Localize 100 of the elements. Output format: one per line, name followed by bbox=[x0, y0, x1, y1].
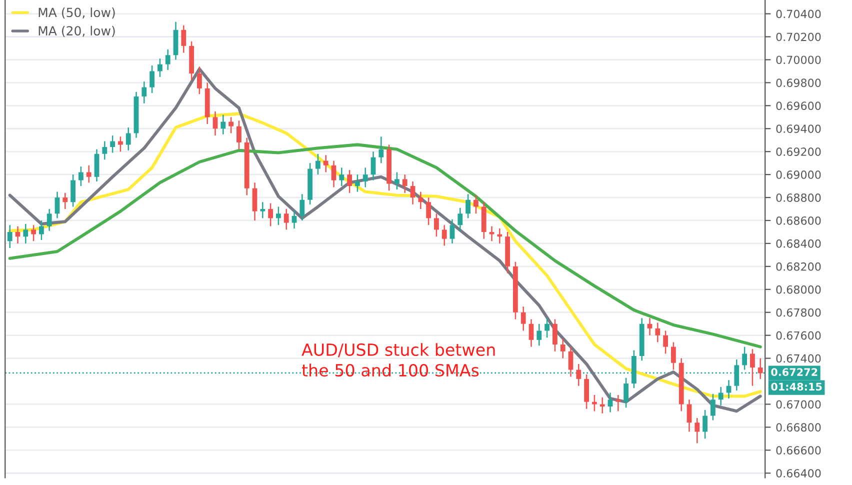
candlestick bbox=[734, 358, 740, 392]
candlestick bbox=[694, 417, 700, 444]
candlestick bbox=[710, 393, 716, 421]
candlestick bbox=[252, 182, 258, 222]
candlestick bbox=[528, 318, 534, 348]
candlestick bbox=[78, 166, 84, 187]
candlestick bbox=[402, 174, 408, 194]
candlestick bbox=[568, 346, 574, 378]
candlestick bbox=[458, 207, 463, 232]
y-tick-label: 0.67400 bbox=[776, 354, 821, 363]
candlestick bbox=[23, 223, 28, 244]
legend-label: MA (50, low) bbox=[38, 8, 115, 19]
candlestick bbox=[212, 110, 218, 136]
candlestick bbox=[126, 126, 131, 152]
annotation: AUD/USD stuck betwen the 50 and 100 SMAs bbox=[302, 343, 495, 377]
candlestick bbox=[655, 322, 660, 343]
candlestick bbox=[608, 392, 613, 413]
y-tick-label: 0.67000 bbox=[776, 400, 821, 409]
y-tick-label: 0.70400 bbox=[776, 10, 821, 18]
candlestick bbox=[102, 140, 108, 160]
y-tick-label: 0.66800 bbox=[776, 423, 821, 432]
candlestick bbox=[86, 164, 92, 184]
candlestick bbox=[394, 172, 400, 190]
y-tick-label: 0.69000 bbox=[776, 170, 821, 179]
legend-label: MA (20, low) bbox=[38, 26, 115, 37]
candlestick bbox=[15, 226, 20, 244]
candlestick bbox=[284, 208, 289, 230]
candlestick bbox=[624, 377, 629, 408]
candlestick bbox=[339, 167, 344, 187]
y-tick-label: 0.68800 bbox=[776, 193, 821, 202]
candlestick bbox=[378, 136, 384, 164]
candlestick bbox=[584, 374, 590, 410]
candlestick bbox=[165, 48, 170, 71]
candlestick bbox=[46, 208, 52, 232]
y-tick-label: 0.68000 bbox=[776, 285, 821, 294]
candlestick bbox=[576, 363, 582, 386]
candlestick bbox=[181, 24, 186, 54]
candlestick bbox=[236, 120, 242, 150]
candlestick bbox=[62, 192, 68, 210]
candlestick bbox=[7, 224, 12, 249]
y-tick-label: 0.69800 bbox=[776, 78, 821, 88]
candlestick bbox=[142, 80, 147, 104]
candlestick bbox=[260, 201, 266, 219]
candlestick bbox=[466, 193, 471, 219]
candlestick bbox=[489, 226, 494, 242]
candlestick bbox=[536, 323, 542, 346]
candlestick bbox=[94, 148, 100, 182]
candlestick bbox=[671, 342, 676, 370]
candlestick bbox=[520, 306, 526, 332]
candlestick bbox=[742, 346, 748, 370]
candlestick bbox=[474, 194, 478, 214]
candlestick bbox=[702, 409, 708, 440]
candlestick bbox=[268, 202, 273, 227]
candlestick bbox=[426, 196, 432, 226]
candlestick bbox=[370, 150, 376, 181]
candlestick bbox=[158, 58, 162, 78]
candlestick bbox=[276, 206, 281, 226]
candlestick bbox=[362, 167, 368, 188]
candlestick bbox=[70, 174, 76, 208]
candlestick bbox=[600, 396, 605, 414]
y-tick-label: 0.69200 bbox=[776, 148, 821, 156]
y-tick-label: 0.67600 bbox=[776, 331, 821, 340]
y-tick-label: 0.68400 bbox=[776, 239, 821, 248]
ref-line-label: 0.67272 bbox=[771, 368, 818, 376]
candlestick bbox=[323, 154, 328, 173]
y-tick-label: 0.68200 bbox=[776, 262, 821, 271]
candlestick bbox=[442, 224, 447, 246]
candlestick bbox=[150, 64, 154, 94]
candlestick bbox=[31, 224, 36, 242]
candlestick bbox=[616, 394, 621, 412]
candlestick bbox=[758, 358, 763, 380]
candlestick bbox=[118, 136, 123, 152]
y-tick-label: 0.66600 bbox=[776, 446, 821, 455]
candlestick bbox=[450, 218, 455, 244]
candlestick bbox=[544, 317, 550, 338]
y-tick-label: 0.69600 bbox=[776, 102, 821, 110]
candlestick bbox=[552, 318, 558, 352]
candlestick bbox=[300, 193, 305, 222]
candlestick bbox=[418, 191, 424, 210]
y-tick-label: 0.67800 bbox=[776, 308, 821, 317]
y-tick-label: 0.66400 bbox=[776, 469, 821, 478]
candlestick bbox=[434, 212, 439, 238]
candlestick bbox=[54, 191, 60, 219]
candlestick bbox=[718, 386, 724, 406]
candlestick bbox=[647, 317, 652, 336]
candlestick bbox=[686, 399, 692, 432]
y-tick-label: 0.69400 bbox=[776, 124, 821, 133]
candlestick bbox=[663, 330, 668, 354]
candlestick bbox=[347, 169, 352, 194]
y-tick-label: 0.70200 bbox=[776, 32, 821, 42]
y-tick-label: 0.68600 bbox=[776, 216, 821, 225]
candlestick bbox=[228, 116, 234, 134]
candlestick bbox=[750, 348, 755, 386]
candlestick bbox=[331, 160, 336, 188]
candlestick bbox=[292, 210, 297, 230]
candlestick bbox=[39, 220, 44, 241]
candlestick bbox=[316, 153, 320, 176]
candlestick bbox=[110, 134, 115, 154]
candlestick bbox=[220, 114, 226, 135]
candlestick bbox=[410, 180, 416, 206]
